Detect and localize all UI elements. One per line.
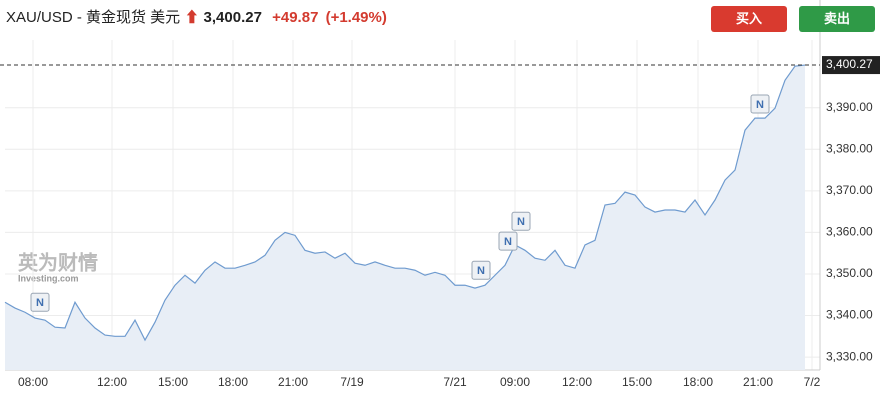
last-price-box bbox=[822, 56, 880, 75]
y-tick-label: 3,370.00 bbox=[826, 183, 873, 197]
change: +49.87 bbox=[272, 9, 319, 26]
y-tick-label: 3,330.00 bbox=[826, 349, 873, 363]
symbol: XAU/USD - 黄金现货 美元 bbox=[6, 9, 181, 26]
line bbox=[4, 64, 806, 342]
x-tick-label: 08:00 bbox=[18, 375, 48, 389]
x-tick-label: 09:00 bbox=[500, 375, 530, 389]
x-tick-label: 7/19 bbox=[340, 375, 364, 389]
y-tick-label: 3,380.00 bbox=[826, 141, 873, 155]
event-marker bbox=[471, 260, 491, 280]
area bbox=[5, 65, 805, 371]
event-marker bbox=[30, 292, 50, 312]
up-arrow: ⬆ bbox=[184, 9, 200, 26]
x-tick-label: 21:00 bbox=[278, 375, 308, 389]
event-label: N bbox=[36, 297, 44, 309]
x-tick-label: 15:00 bbox=[158, 375, 188, 389]
price: 3,400.27 bbox=[203, 9, 262, 26]
x-tick-label: 12:00 bbox=[97, 375, 127, 389]
buy-button[interactable]: 买入 bbox=[711, 6, 787, 32]
y-tick-label: 3,390.00 bbox=[826, 100, 873, 114]
x-tick-label: 12:00 bbox=[562, 375, 592, 389]
watermark-brand: 英为财情 bbox=[18, 250, 98, 274]
event-label: N bbox=[477, 265, 485, 277]
x-tick-label: 15:00 bbox=[622, 375, 652, 389]
x-tick-label: 7/21 bbox=[443, 375, 467, 389]
event-marker bbox=[750, 94, 770, 114]
change-pct: (+1.49%) bbox=[325, 9, 387, 26]
y-tick-label: 3,340.00 bbox=[826, 308, 873, 322]
x-tick-label: 18:00 bbox=[218, 375, 248, 389]
event-marker bbox=[511, 211, 531, 231]
last-price-label: 3,400.27 bbox=[826, 57, 873, 71]
header: XAU/USD - 黄金现货 美元 ⬆ 3,400.27 +49.87 (+1.… bbox=[6, 6, 387, 27]
event-label: N bbox=[756, 99, 764, 111]
event-label: N bbox=[517, 216, 525, 228]
x-tick-label: 21:00 bbox=[743, 375, 773, 389]
x-tick-label: 7/2 bbox=[804, 375, 821, 389]
watermark-site: Investing.com bbox=[18, 273, 79, 283]
y-tick-label: 3,360.00 bbox=[826, 225, 873, 239]
event-label: N bbox=[504, 236, 512, 248]
sell-button[interactable]: 卖出 bbox=[799, 6, 875, 32]
x-tick-label: 18:00 bbox=[683, 375, 713, 389]
y-tick-label: 3,350.00 bbox=[826, 266, 873, 280]
event-marker bbox=[498, 231, 518, 251]
